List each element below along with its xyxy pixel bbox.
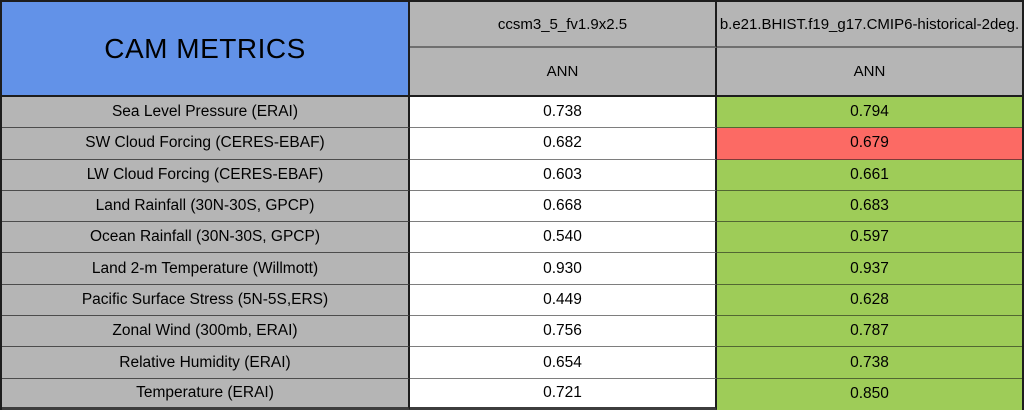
metric-label: Land Rainfall (30N-30S, GPCP) <box>95 197 315 215</box>
season-2-label: ANN <box>853 63 886 80</box>
value-cell-baseline: 0.668 <box>410 190 717 223</box>
table-title: CAM METRICS <box>104 32 306 64</box>
metric-value: 0.654 <box>543 353 582 371</box>
metric-value: 0.679 <box>850 134 889 152</box>
metric-label: Zonal Wind (300mb, ERAI) <box>112 322 298 340</box>
metric-value: 0.661 <box>850 165 889 183</box>
metric-value: 0.540 <box>543 228 582 246</box>
metric-value: 0.937 <box>850 259 889 277</box>
metric-label-cell: Ocean Rainfall (30N-30S, GPCP) <box>2 222 410 254</box>
metric-value: 0.721 <box>543 383 582 401</box>
metric-label: Pacific Surface Stress (5N-5S,ERS) <box>81 290 329 308</box>
value-cell-test: 0.738 <box>717 347 1022 379</box>
metric-label: Relative Humidity (ERAI) <box>119 353 291 371</box>
metric-label-cell: Temperature (ERAI) <box>2 378 410 410</box>
metric-label-cell: Land Rainfall (30N-30S, GPCP) <box>2 190 410 223</box>
value-cell-test: 0.787 <box>717 316 1022 348</box>
metric-label: SW Cloud Forcing (CERES-EBAF) <box>85 134 325 152</box>
metric-value: 0.794 <box>850 103 889 121</box>
value-cell-baseline: 0.449 <box>410 284 717 317</box>
value-cell-test: 0.597 <box>717 222 1022 254</box>
season-1-label: ANN <box>546 63 579 80</box>
metric-value: 0.628 <box>850 290 889 308</box>
value-cell-test: 0.683 <box>717 190 1022 223</box>
metric-value: 0.850 <box>850 385 889 403</box>
metric-value: 0.603 <box>543 165 582 183</box>
metric-value: 0.738 <box>850 353 889 371</box>
column-subheader-season-1: ANN <box>410 48 717 97</box>
metric-value: 0.668 <box>543 197 582 215</box>
metric-value: 0.930 <box>543 259 582 277</box>
column-subheader-season-2: ANN <box>717 48 1022 97</box>
metric-label-cell: Sea Level Pressure (ERAI) <box>2 97 410 129</box>
value-cell-baseline: 0.540 <box>410 222 717 254</box>
metric-value: 0.683 <box>850 197 889 215</box>
metric-label-cell: SW Cloud Forcing (CERES-EBAF) <box>2 128 410 160</box>
value-cell-baseline: 0.738 <box>410 97 717 129</box>
metric-value: 0.787 <box>850 322 889 340</box>
value-cell-baseline: 0.756 <box>410 316 717 348</box>
value-cell-baseline: 0.682 <box>410 128 717 160</box>
metric-value: 0.738 <box>543 103 582 121</box>
value-cell-test: 0.794 <box>717 97 1022 129</box>
value-cell-test: 0.628 <box>717 284 1022 317</box>
value-cell-baseline: 0.654 <box>410 347 717 379</box>
metric-value: 0.597 <box>850 228 889 246</box>
table-title-cell: CAM METRICS <box>2 2 410 97</box>
metric-label-cell: Zonal Wind (300mb, ERAI) <box>2 316 410 348</box>
metric-label: LW Cloud Forcing (CERES-EBAF) <box>86 165 324 183</box>
metric-label-cell: Pacific Surface Stress (5N-5S,ERS) <box>2 284 410 317</box>
value-cell-test: 0.850 <box>717 378 1022 410</box>
metric-label: Ocean Rainfall (30N-30S, GPCP) <box>89 228 320 246</box>
metric-label: Land 2-m Temperature (Willmott) <box>91 259 319 277</box>
metric-label: Sea Level Pressure (ERAI) <box>111 103 299 121</box>
value-cell-test: 0.661 <box>717 159 1022 191</box>
column-header-model-1: ccsm3_5_fv1.9x2.5 <box>410 2 717 48</box>
metric-label-cell: Relative Humidity (ERAI) <box>2 347 410 379</box>
metric-label-cell: Land 2-m Temperature (Willmott) <box>2 253 410 285</box>
metric-value: 0.449 <box>543 290 582 308</box>
value-cell-baseline: 0.603 <box>410 159 717 191</box>
model-1-name: ccsm3_5_fv1.9x2.5 <box>497 15 628 33</box>
metric-label: Temperature (ERAI) <box>136 383 274 401</box>
value-cell-test: 0.679 <box>717 128 1022 160</box>
value-cell-test: 0.937 <box>717 253 1022 285</box>
value-cell-baseline: 0.721 <box>410 378 717 410</box>
column-header-model-2: b.e21.BHIST.f19_g17.CMIP6-historical-2de… <box>717 2 1022 48</box>
metric-value: 0.756 <box>543 322 582 340</box>
model-2-name: b.e21.BHIST.f19_g17.CMIP6-historical-2de… <box>719 15 1020 33</box>
metric-value: 0.682 <box>543 134 582 152</box>
value-cell-baseline: 0.930 <box>410 253 717 285</box>
metric-label-cell: LW Cloud Forcing (CERES-EBAF) <box>2 159 410 191</box>
